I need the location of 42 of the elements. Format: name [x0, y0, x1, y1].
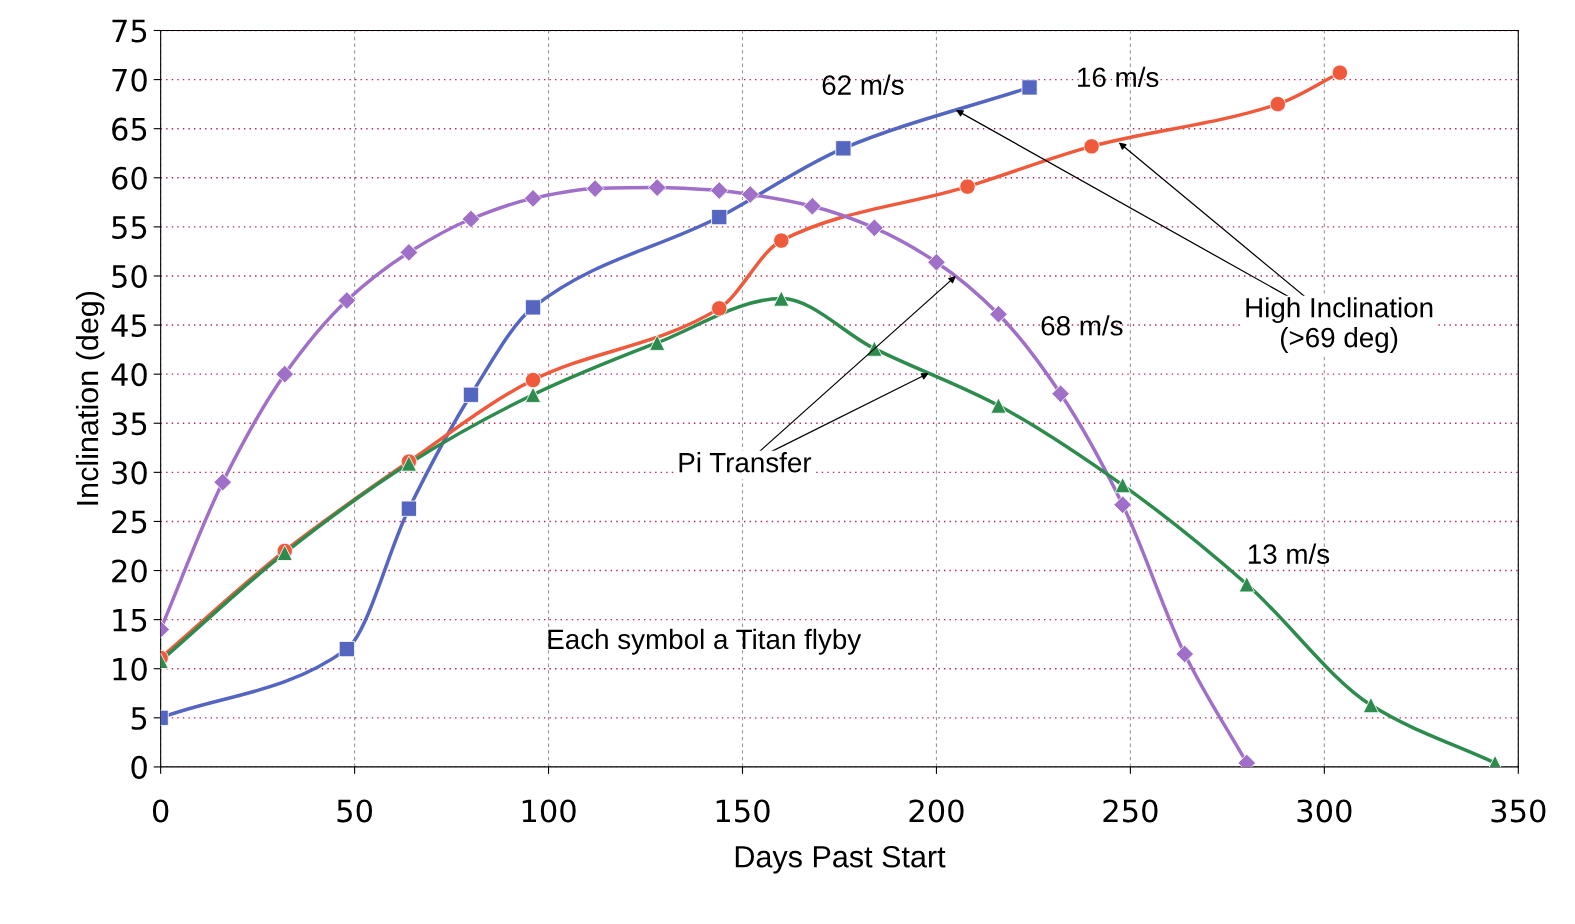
y-tick-label: 0: [131, 755, 147, 779]
point: [1175, 644, 1194, 664]
x-axis-title: Days Past Start: [735, 845, 946, 874]
series-label: 62 m/s: [822, 74, 904, 95]
point: [741, 185, 760, 204]
annotation: High Inclination (>69 deg): [1246, 297, 1433, 353]
series-label: 68 m/s: [1041, 315, 1123, 336]
series-label: 13 m/s: [1248, 543, 1330, 564]
point: [338, 641, 355, 658]
y-tick-label: 70: [112, 68, 147, 92]
x-tick-label: 200: [909, 799, 964, 823]
x-tick-label: 350: [1491, 799, 1546, 823]
y-tick-label: 45: [111, 314, 147, 338]
x-tick-label: 300: [1297, 799, 1352, 823]
x-tick-label: 100: [522, 799, 576, 823]
y-tick-label: 65: [112, 117, 147, 141]
annotation: Pi Transfer: [679, 452, 812, 473]
y-tick-label: 40: [111, 363, 147, 387]
y-tick-label: 25: [112, 510, 147, 534]
x-tick-label: 50: [337, 799, 373, 823]
y-tick-label: 15: [113, 608, 147, 632]
point: [399, 243, 419, 262]
point: [927, 252, 946, 272]
point: [989, 305, 1008, 324]
y-tick-label: 55: [112, 216, 147, 239]
y-tick-label: 5: [131, 707, 147, 730]
point: [462, 386, 480, 403]
x-tick-label: 150: [716, 799, 770, 823]
point: [709, 181, 729, 200]
x-tick-label: 0: [152, 799, 169, 823]
y-axis-title: Inclination (deg): [75, 291, 105, 505]
y-tick-label: 50: [112, 264, 147, 289]
y-tick-label: 35: [112, 412, 147, 436]
y-tick-label: 20: [112, 559, 147, 583]
y-tick-label: 75: [112, 19, 147, 43]
x-tick-label: 250: [1103, 799, 1158, 823]
y-tick-label: 30: [112, 461, 147, 485]
annotation: Each symbol a Titan flyby: [548, 628, 862, 655]
point: [585, 179, 605, 198]
y-tick-label: 10: [113, 657, 147, 681]
y-tick-label: 60: [112, 166, 147, 190]
series-label: 16 m/s: [1078, 66, 1159, 88]
